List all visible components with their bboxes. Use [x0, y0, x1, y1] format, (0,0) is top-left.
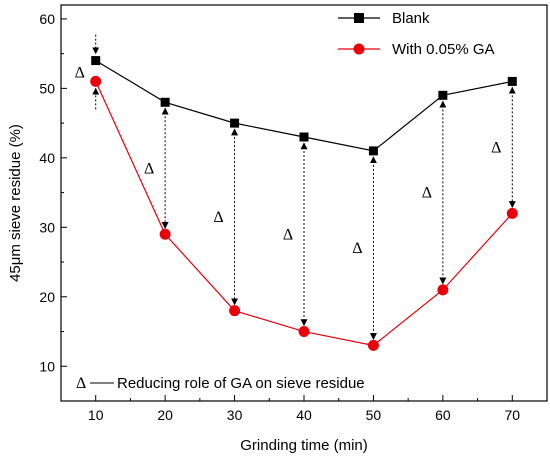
- point-ga-10: [90, 75, 102, 87]
- annotation-note-symbol: Δ: [76, 375, 86, 392]
- point-blank-60: [438, 90, 448, 100]
- delta-label-30: Δ: [213, 209, 223, 226]
- series-line-1: [95, 81, 513, 347]
- series-markers: [90, 56, 518, 351]
- annotation-note: Δ Reducing role of GA on sieve residue: [76, 375, 365, 392]
- point-blank-10: [91, 56, 101, 66]
- delta-label-10: Δ: [75, 65, 85, 82]
- x-axis-ticks: 10 20 30 40 50 60 70: [60, 395, 548, 423]
- x-tick-label-70: 70: [504, 407, 520, 423]
- point-ga-70: [506, 207, 518, 219]
- delta-label-70: Δ: [491, 139, 501, 156]
- y-axis-ticks: 10 20 30 40 50 60: [39, 11, 67, 402]
- y-tick-label-40: 40: [39, 150, 55, 166]
- legend-marker-blank: [354, 13, 364, 23]
- legend-marker-ga: [353, 43, 365, 55]
- point-ga-60: [437, 284, 449, 296]
- x-tick-label-60: 60: [435, 407, 451, 423]
- point-blank-30: [230, 118, 240, 128]
- x-tick-label-10: 10: [88, 407, 104, 423]
- y-tick-label-50: 50: [39, 80, 55, 96]
- point-blank-40: [299, 132, 309, 142]
- delta-label-20: Δ: [144, 160, 154, 177]
- y-tick-label-60: 60: [39, 11, 55, 27]
- delta-label-50: Δ: [352, 240, 362, 257]
- annotation-note-text: Reducing role of GA on sieve residue: [117, 375, 365, 392]
- point-blank-70: [507, 76, 517, 86]
- difference-arrows: [92, 34, 516, 341]
- delta-annotations: Δ Δ Δ Δ Δ Δ Δ: [75, 65, 502, 258]
- x-tick-label-20: 20: [157, 407, 173, 423]
- point-ga-40: [298, 326, 310, 338]
- point-ga-30: [229, 305, 241, 317]
- point-blank-50: [368, 146, 378, 156]
- point-blank-20: [160, 97, 170, 107]
- y-tick-label-10: 10: [39, 358, 55, 374]
- x-tick-label-30: 30: [227, 407, 243, 423]
- legend-label-blank: Blank: [392, 10, 430, 27]
- point-ga-50: [367, 339, 379, 351]
- y-axis-label: 45μm sieve residue (%): [7, 124, 24, 282]
- x-tick-label-40: 40: [296, 407, 312, 423]
- x-axis-label: Grinding time (min): [240, 437, 368, 454]
- y-tick-label-20: 20: [39, 289, 55, 305]
- legend-label-ga: With 0.05% GA: [392, 41, 495, 58]
- delta-label-40: Δ: [283, 226, 293, 243]
- point-ga-20: [159, 228, 171, 240]
- legend: Blank With 0.05% GA: [338, 10, 495, 58]
- y-tick-label-30: 30: [39, 219, 55, 235]
- delta-label-60: Δ: [422, 185, 432, 202]
- x-tick-label-50: 50: [366, 407, 382, 423]
